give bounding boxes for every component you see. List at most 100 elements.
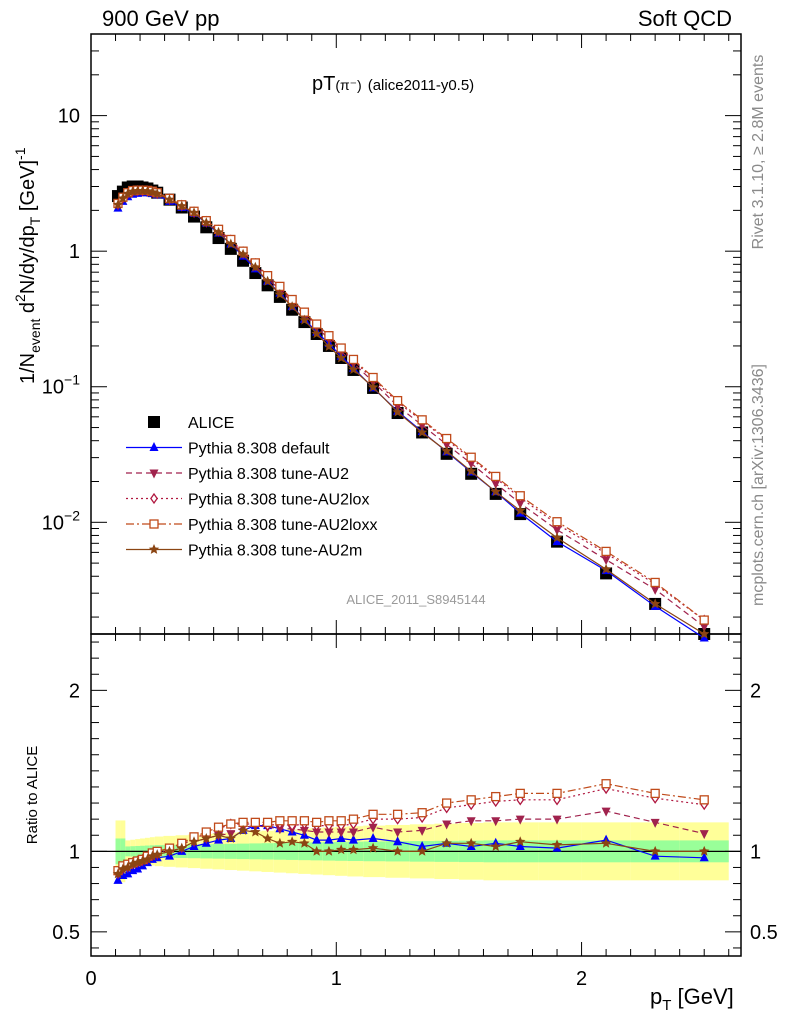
series-5-ratio-point xyxy=(274,837,286,848)
series-1-point xyxy=(552,536,562,546)
legend: ALICE Pythia 8.308 default Pythia 8.308 tu… xyxy=(126,415,377,560)
series-5-ratio-point xyxy=(311,845,322,856)
series-2-ratio-point xyxy=(275,825,285,835)
series-2-ratio-point xyxy=(491,817,501,827)
series-2-ratio-point xyxy=(442,820,452,830)
series-1-ratio-point xyxy=(699,852,709,862)
series-4-point xyxy=(348,354,359,365)
chart-title: pT(π⁻) (alice2011-y0.5) xyxy=(312,73,474,95)
series-4-ratio-point xyxy=(392,809,403,819)
series-5-ratio-point xyxy=(225,833,236,843)
series-5-ratio-point xyxy=(117,863,129,874)
series-4-ratio-point xyxy=(491,791,501,802)
y-axis-label: 1/Nevent d2N/dy/dpT [GeV]-1 xyxy=(12,147,43,384)
series-5-ratio-point xyxy=(188,836,200,847)
legend-marker xyxy=(148,416,160,428)
header-left: 900 GeV pp xyxy=(102,6,220,31)
series-5-ratio-point xyxy=(323,845,335,856)
series-4-ratio-point xyxy=(275,816,285,826)
series-4-point xyxy=(368,372,378,383)
series-4-ratio-point xyxy=(348,814,359,824)
series-2-ratio-point xyxy=(393,828,403,838)
y-tick-label: 10 xyxy=(58,106,80,128)
series-4-point xyxy=(466,452,476,462)
series-2-point xyxy=(491,480,501,490)
series-4-point xyxy=(552,517,562,527)
series-5-ratio-point xyxy=(466,837,477,848)
series-5-point xyxy=(188,207,200,218)
series-2-ratio-point xyxy=(417,826,427,836)
series-4-ratio-point xyxy=(226,819,236,829)
series-5-point xyxy=(466,465,477,476)
series-5-point xyxy=(441,445,452,456)
series-5-point xyxy=(164,194,175,205)
title-tag: (alice2011-y0.5) xyxy=(368,77,474,94)
series-5-ratio-point xyxy=(152,849,163,859)
series-5-ratio-point xyxy=(201,833,212,843)
series-4-ratio-point xyxy=(287,816,297,826)
series-4-ratio-point xyxy=(312,817,322,828)
series-4-ratio-point xyxy=(466,795,476,805)
series-2-ratio-point xyxy=(324,828,334,838)
series-5-point xyxy=(416,427,428,437)
ratio-tick-label-right: 1 xyxy=(750,841,761,863)
series-4-ratio-point xyxy=(601,779,611,789)
series-2-ratio-point xyxy=(601,807,611,817)
series-4-ratio-point xyxy=(336,816,346,826)
series-5-point xyxy=(323,341,335,351)
series-5-point xyxy=(551,532,563,543)
series-5-point xyxy=(117,192,129,203)
series-5-ratio-point xyxy=(122,862,133,872)
series-5-ratio-point xyxy=(348,844,359,855)
series-2-line xyxy=(117,190,705,628)
legend-label: Pythia 8.308 default xyxy=(188,441,330,458)
series-5-ratio-point xyxy=(600,837,612,848)
series-5-point xyxy=(112,199,124,210)
series-5-ratio-point xyxy=(286,836,298,847)
series-5-point xyxy=(699,628,710,639)
y-tick-label: 10−2 xyxy=(42,507,80,534)
series-4-point xyxy=(601,546,611,557)
series-5-point xyxy=(286,301,298,312)
ratio-tick-label-left: 1 xyxy=(69,841,80,863)
series-5-line xyxy=(117,190,705,635)
series-2-ratio-point xyxy=(552,815,562,825)
legend-marker xyxy=(149,469,159,479)
series-5-point xyxy=(392,406,403,417)
series-2-ratio-point xyxy=(515,815,525,825)
series-5-point xyxy=(237,248,249,259)
title-main: pT xyxy=(312,73,335,95)
series-2-ratio-point xyxy=(650,818,660,828)
x-tick-label: 2 xyxy=(576,968,587,990)
series-1-ratio-point xyxy=(393,836,403,846)
series-5-point xyxy=(348,364,359,374)
series-5-point xyxy=(600,563,612,574)
legend-label: Pythia 8.308 tune-AU2m xyxy=(188,543,362,560)
series-4-ratio-point xyxy=(250,817,260,828)
series-5-point xyxy=(152,188,163,199)
series-1-ratio-point xyxy=(368,832,378,842)
series-4-point xyxy=(417,415,427,425)
series-2-point xyxy=(650,585,660,595)
header-right: Soft QCD xyxy=(637,6,732,31)
series-4-ratio-point xyxy=(368,809,378,819)
series-2-ratio-point xyxy=(368,823,378,833)
legend-marker xyxy=(149,442,159,451)
series-4-point xyxy=(336,343,346,353)
series-1-ratio-point xyxy=(417,841,427,851)
series-4-ratio-point xyxy=(417,808,427,818)
ratio-tick-label-right: 2 xyxy=(750,680,761,702)
series-5-ratio-point xyxy=(237,824,249,835)
ratio-y-axis-label: Ratio to ALICE xyxy=(24,746,41,844)
series-5-ratio-point xyxy=(336,844,347,855)
x-tick-label: 0 xyxy=(85,968,96,990)
series-5-ratio-point xyxy=(367,842,379,853)
series-2-ratio-point xyxy=(466,817,476,827)
series-5-point xyxy=(122,188,133,199)
series-5-ratio-point xyxy=(262,833,273,843)
legend-marker xyxy=(148,544,160,554)
series-5-ratio-point xyxy=(392,845,403,856)
series-1-ratio-point xyxy=(312,834,322,844)
series-4-point xyxy=(699,615,709,625)
